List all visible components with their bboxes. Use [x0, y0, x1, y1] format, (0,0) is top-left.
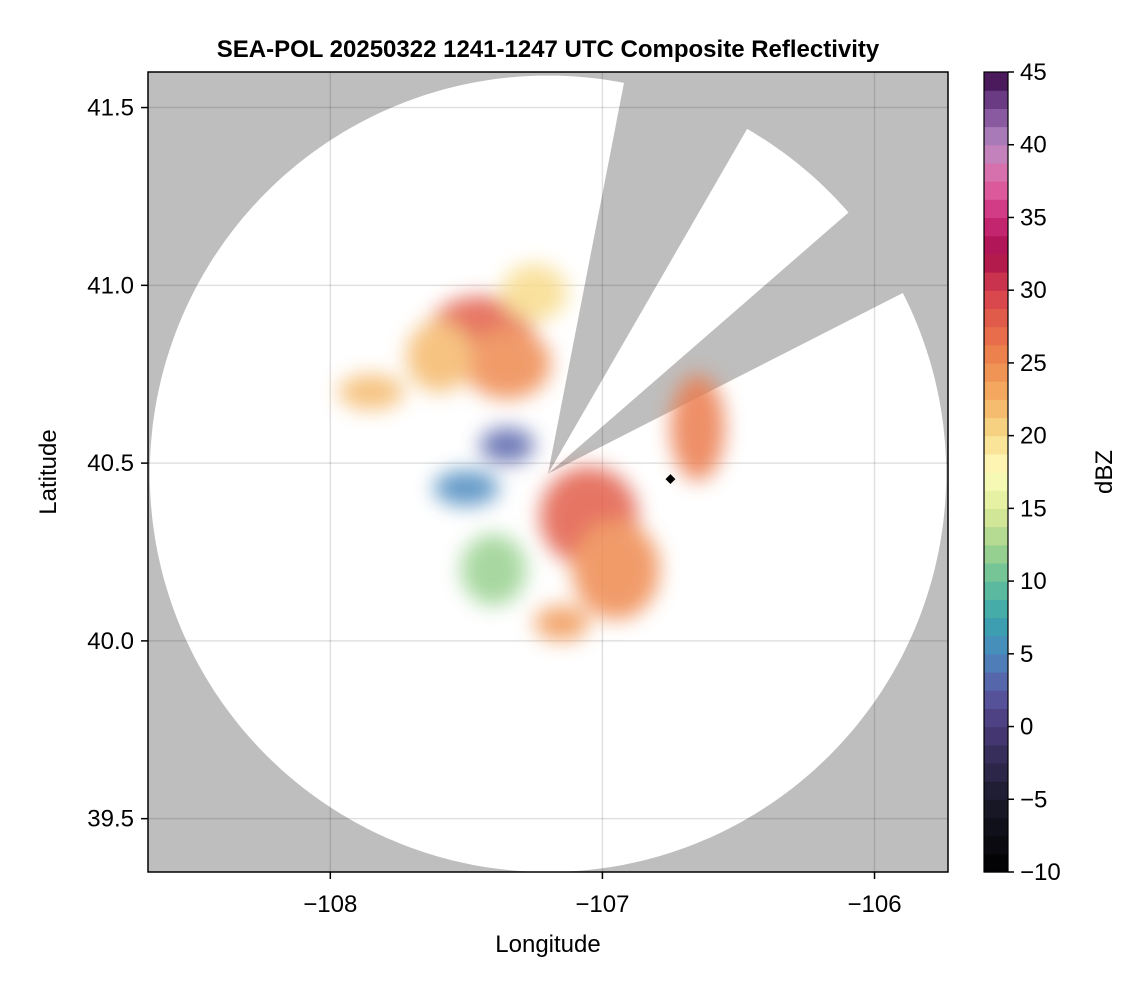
x-tick-label: −106 [847, 891, 901, 918]
colorbar-segment [984, 417, 1008, 437]
colorbar-tick-label: −5 [1020, 786, 1047, 813]
colorbar-segment [984, 217, 1008, 237]
colorbar-segment [984, 726, 1008, 746]
colorbar-segment [984, 381, 1008, 400]
colorbar-frame [983, 71, 1009, 873]
colorbar-segment [984, 362, 1008, 382]
colorbar-segment [984, 526, 1008, 546]
colorbar-segment [984, 253, 1008, 273]
reflectivity-cell-6 [670, 374, 725, 481]
colorbar-segment [984, 126, 1008, 146]
y-axis-label: Latitude [35, 429, 62, 514]
x-axis-label: Longitude [495, 931, 600, 958]
reflectivity-cell-7 [338, 374, 404, 410]
colorbar-tick-label: 20 [1020, 423, 1047, 450]
y-tick-label: 41.5 [87, 95, 134, 122]
colorbar-tick-label: 45 [1020, 59, 1047, 86]
colorbar-segment [984, 435, 1008, 455]
colorbar-tick-label: 5 [1020, 641, 1033, 668]
reflectivity-field [338, 264, 725, 641]
colorbar-segment [984, 708, 1008, 728]
x-axis: −108 −107 −106 [303, 872, 902, 918]
y-tick-label: 40.5 [87, 450, 134, 477]
x-tick-label: −107 [575, 891, 629, 918]
colorbar-tick-label: 25 [1020, 350, 1047, 377]
x-tick-label: −108 [303, 891, 357, 918]
colorbar-segment [984, 617, 1008, 637]
colorbar-segment [984, 781, 1008, 800]
colorbar-segment [984, 399, 1008, 419]
colorbar-label: dBZ [1091, 450, 1118, 494]
colorbar-segment [984, 817, 1008, 837]
reflectivity-cell-8 [534, 605, 589, 641]
colorbar-segment [984, 690, 1008, 709]
colorbar-tick-label: 15 [1020, 495, 1047, 522]
chart-title: SEA-POL 20250322 1241-1247 UTC Composite… [217, 36, 880, 63]
colorbar-segment [984, 799, 1008, 819]
colorbar-segment [984, 853, 1008, 873]
colorbar-tick-label: 0 [1020, 714, 1033, 741]
colorbar-segment [984, 835, 1008, 855]
colorbar-tick-label: 40 [1020, 132, 1047, 159]
colorbar-tick-label: 10 [1020, 568, 1047, 595]
colorbar-segment [984, 490, 1008, 509]
colorbar-segment [984, 635, 1008, 655]
colorbar-segment [984, 199, 1008, 219]
colorbar-segment [984, 562, 1008, 582]
colorbar-tick-label: 35 [1020, 204, 1047, 231]
colorbar-segment [984, 599, 1008, 619]
y-tick-label: 40.0 [87, 628, 134, 655]
colorbar-segment [984, 144, 1008, 164]
colorbar-segment [984, 653, 1008, 673]
y-axis: 39.5 40.0 40.5 41.0 41.5 [87, 95, 148, 833]
reflectivity-cell-9 [479, 427, 535, 464]
colorbar-segment [984, 672, 1008, 691]
colorbar-segment [984, 762, 1008, 782]
colorbar-segment [984, 453, 1008, 473]
plot-area [148, 72, 948, 872]
colorbar-segment [984, 235, 1008, 255]
colorbar-segment [984, 544, 1008, 564]
colorbar-segment [984, 581, 1008, 600]
colorbar-segment [984, 181, 1008, 200]
y-tick-label: 39.5 [87, 806, 134, 833]
reflectivity-cell-10 [433, 470, 500, 506]
plot-frame [147, 71, 949, 873]
colorbar-segment [984, 90, 1008, 109]
reflectivity-cell-2 [406, 320, 472, 393]
radar-coverage [149, 75, 947, 872]
colorbar-tick-label: 30 [1020, 277, 1047, 304]
colorbar-segment [984, 272, 1008, 291]
site-marker [665, 474, 676, 485]
reflectivity-cell-1 [463, 328, 551, 400]
y-tick-label: 41.0 [87, 272, 134, 299]
colorbar-segment [984, 472, 1008, 491]
reflectivity-cell-5 [572, 520, 660, 620]
colorbar-segment [984, 72, 1008, 91]
colorbar-segment [984, 508, 1008, 528]
colorbar-segment [984, 744, 1008, 764]
colorbar-segment [984, 108, 1008, 128]
reflectivity-cell-3 [501, 264, 568, 321]
colorbar-tick-label: −10 [1020, 859, 1061, 886]
colorbar-segment [984, 344, 1008, 364]
reflectivity-cell-11 [460, 534, 527, 606]
colorbar: −10 −5 0 5 10 15 20 25 30 35 40 45 dBZ [983, 59, 1118, 886]
colorbar-segment [984, 308, 1008, 328]
colorbar-segment [984, 326, 1008, 346]
colorbar-segment [984, 290, 1008, 309]
colorbar-segment [984, 162, 1008, 182]
